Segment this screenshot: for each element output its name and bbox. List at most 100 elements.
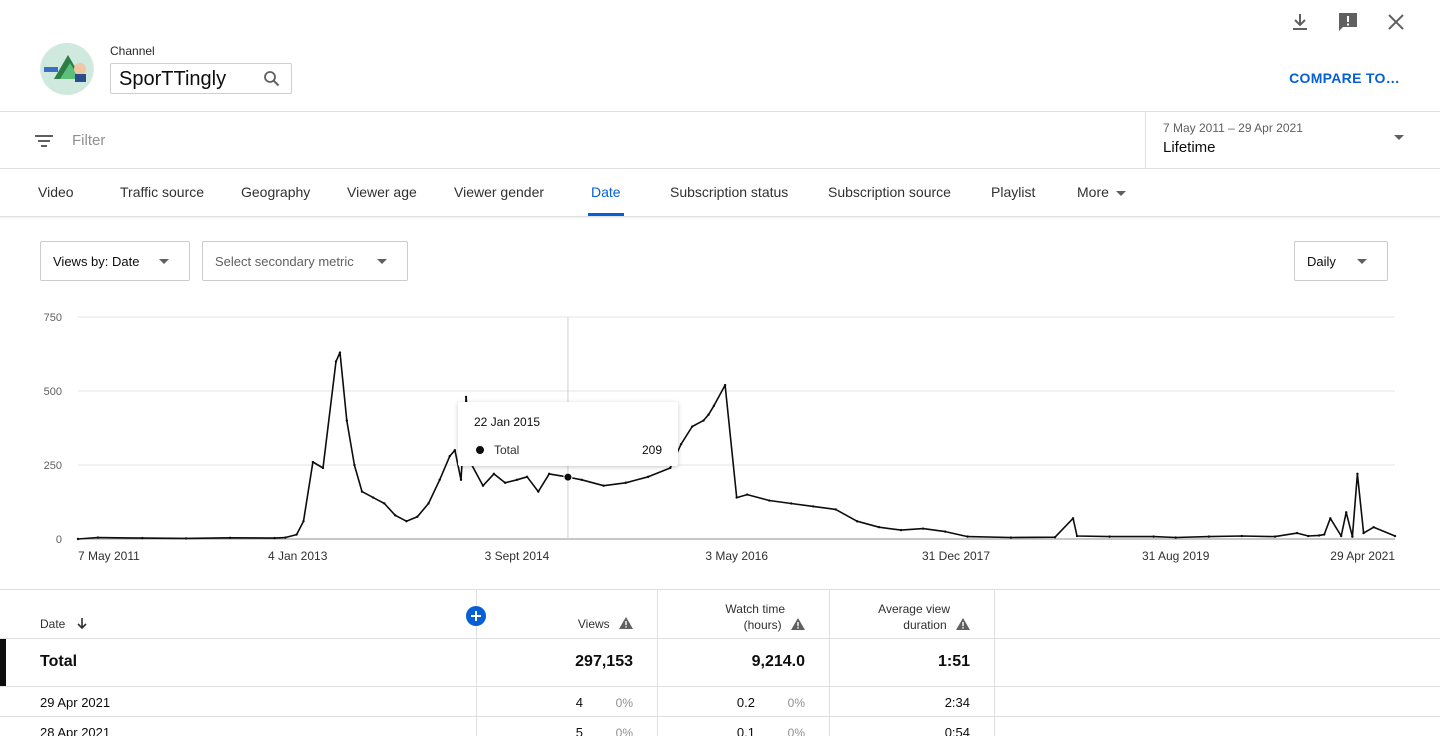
date-range-label: Lifetime [1163,139,1216,156]
x-tick-label: 7 May 2011 [78,549,140,563]
primary-metric-select[interactable]: Views by: Date [40,241,190,281]
tooltip-series-name: Total [494,443,520,457]
filter-icon[interactable] [34,131,54,151]
data-point [503,481,507,484]
row-watch-pct: 0% [787,696,805,710]
data-point [228,536,232,540]
data-point [679,443,683,446]
tab-geography[interactable]: Geography [241,184,311,200]
data-point [812,505,815,508]
data-point [547,472,551,476]
chevron-down-icon [1394,135,1404,140]
data-point [1329,517,1332,520]
data-point [334,360,338,363]
tab-more[interactable]: More [1077,169,1126,216]
filter-bar: Filter 7 May 2011 – 29 Apr 2021 Lifetime [0,112,1440,169]
chart-tooltip: 22 Jan 2015 Total 209 [458,402,678,466]
table-row[interactable]: 28 Apr 2021 5 0% 0.1 0% 0:54 [0,717,1440,736]
download-icon[interactable] [1288,10,1312,34]
tab-traffic-source[interactable]: Traffic source [120,184,205,200]
column-divider [829,590,830,736]
data-point [921,527,925,530]
views-column-header[interactable]: Views [476,617,657,666]
data-point [855,520,859,523]
data-point [525,475,529,479]
data-point [1207,535,1211,538]
table-row[interactable]: 29 Apr 2021 4 0% 0.2 0% 2:34 [0,687,1440,717]
channel-name: SporTTingly [119,68,227,90]
tab-video[interactable]: Video [38,184,74,200]
close-icon[interactable] [1384,10,1408,34]
table-header-row: Date Views Watch time (hours) Average vi… [0,590,1440,639]
data-point [459,478,463,481]
row-watch-pct: 0% [787,726,805,736]
watch-time-header-unit: (hours) [743,618,782,632]
date-range-selector[interactable]: 7 May 2011 – 29 Apr 2021 Lifetime [1145,112,1440,168]
secondary-metric-select[interactable]: Select secondary metric [202,241,408,281]
data-point [427,502,430,505]
data-point [1174,536,1177,539]
data-point [735,496,738,499]
data-point [745,493,749,496]
search-icon[interactable] [263,70,281,88]
chevron-down-icon [159,259,169,264]
x-tick-label: 31 Dec 2017 [922,549,990,563]
data-point [481,484,485,487]
tab-date[interactable]: Date [588,169,624,216]
data-point [353,463,356,467]
data-point [1345,511,1348,514]
views-line-chart[interactable]: 0 250 500 750 7 May 2011 4 Jan 2013 3 Sept 201… [0,300,1440,570]
column-divider [476,590,477,736]
secondary-metric-label: Select secondary metric [215,254,354,269]
data-point [515,478,519,481]
row-views: 5 [575,725,583,736]
data-point [767,499,771,502]
y-tick-label: 250 [44,460,62,472]
tab-viewer-age[interactable]: Viewer age [347,184,417,200]
data-point [691,425,694,428]
tab-viewer-gender[interactable]: Viewer gender [454,184,545,200]
channel-avatar[interactable] [40,43,94,95]
date-column-header[interactable]: Date [40,617,87,666]
filter-input[interactable]: Filter [72,132,106,149]
data-point [1317,534,1321,537]
data-point [1071,517,1075,520]
data-point [302,520,305,523]
channel-selector[interactable]: SporTTingly [110,63,292,94]
add-column-button[interactable] [466,606,486,626]
data-point [273,536,276,540]
compare-to-button[interactable]: COMPARE TO… [1289,70,1400,86]
data-point [295,533,298,536]
total-watch-time: 9,214.0 [751,653,805,670]
row-watch-time: 0.1 [736,725,755,736]
data-point [394,514,397,517]
data-point [943,530,947,533]
tab-playlist[interactable]: Playlist [991,184,1036,200]
total-avd: 1:51 [937,653,970,670]
warning-icon [619,617,633,629]
data-point [1273,535,1277,538]
data-point [702,419,705,422]
row-avd: 2:34 [944,695,970,710]
data-point [646,475,650,479]
channel-label: Channel [110,44,155,58]
feedback-icon[interactable] [1336,10,1360,34]
row-watch-time: 0.2 [736,695,755,710]
views-header-label: Views [577,617,610,631]
data-point [537,490,540,493]
data-table: Date Views Watch time (hours) Average vi… [0,589,1440,736]
row-views-pct: 0% [615,726,633,736]
data-point [1356,472,1359,476]
tab-subscription-source[interactable]: Subscription source [828,184,951,200]
interval-label: Daily [1307,254,1336,269]
data-point [96,536,100,539]
data-point [602,484,605,487]
data-point [453,449,457,452]
avg-view-duration-column-header[interactable]: Average view duration [829,601,994,650]
data-point [405,520,408,523]
watch-time-column-header[interactable]: Watch time (hours) [657,601,829,650]
interval-select[interactable]: Daily [1294,241,1388,281]
data-point [1009,536,1013,539]
data-point [311,460,315,464]
tab-subscription-status[interactable]: Subscription status [670,184,789,200]
